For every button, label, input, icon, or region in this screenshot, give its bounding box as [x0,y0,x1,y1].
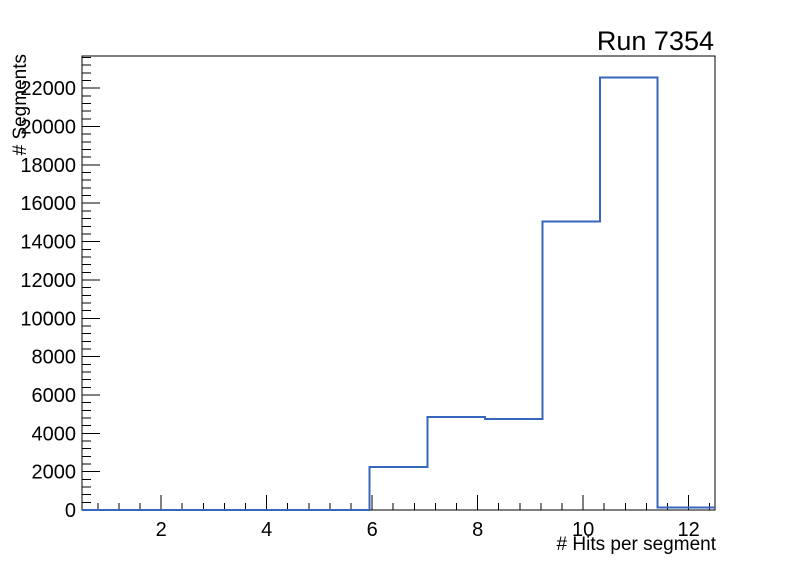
x-tick-label: 2 [156,519,167,541]
y-tick-label: 10000 [20,308,76,330]
y-tick-label: 12000 [20,270,76,292]
x-axis-title: # Hits per segment [557,534,717,555]
y-tick-label: 0 [65,500,76,522]
y-tick-label: 16000 [20,193,76,215]
y-tick-label: 14000 [20,232,76,254]
y-tick-label: 2000 [32,462,77,484]
x-tick-label: 8 [472,519,483,541]
y-axis-tick-labels: 0 2000 4000 6000 8000 10000 12000 14000 16000 180… [20,78,76,522]
x-axis-tick-labels: 2 4 6 8 10 12 [156,519,700,541]
x-tick-label: 10 [572,519,594,541]
x-tick-label: 12 [678,519,700,541]
x-tick-label: 4 [261,519,272,541]
y-tick-label: 22000 [20,78,76,100]
y-tick-label: 18000 [20,155,76,177]
plot-title: Run 7354 [597,26,714,56]
x-axis-ticks [97,495,711,510]
histogram-step-line [82,76,715,511]
plot-frame [81,55,716,511]
y-tick-label: 6000 [32,385,77,407]
y-tick-label: 4000 [32,423,77,445]
y-tick-label: 8000 [32,347,77,369]
y-tick-label: 20000 [20,117,76,139]
x-tick-label: 6 [367,519,378,541]
y-axis-ticks [82,57,100,503]
y-axis-title: # Segments [10,54,31,155]
